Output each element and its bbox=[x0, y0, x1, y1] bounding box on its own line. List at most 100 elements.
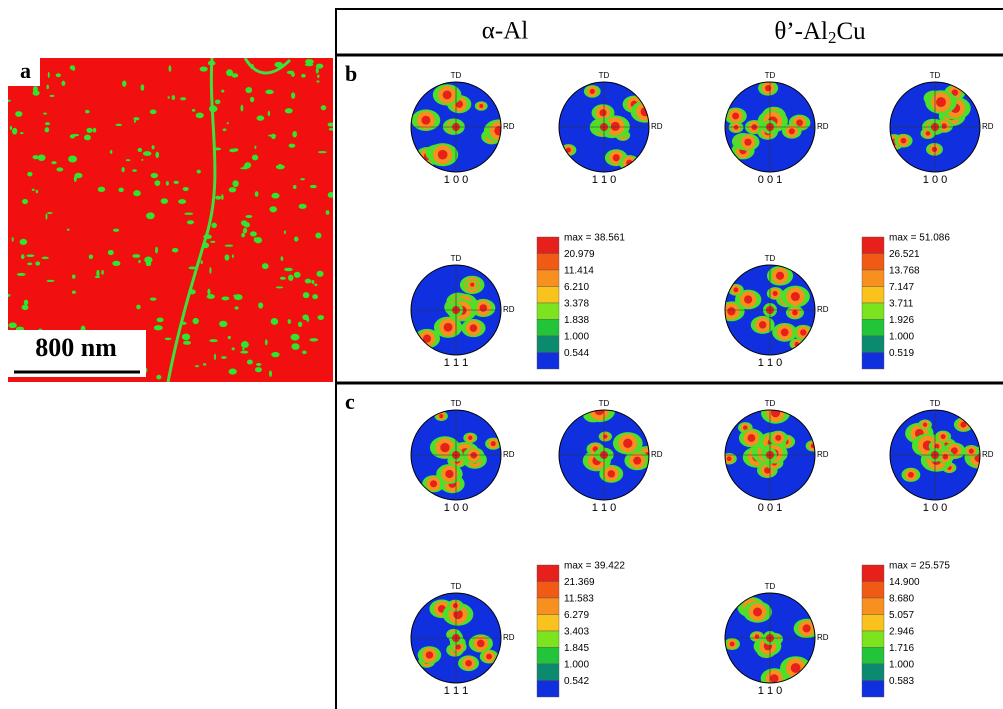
precipitate bbox=[233, 294, 239, 297]
precipitate bbox=[215, 99, 220, 104]
contour bbox=[623, 439, 632, 448]
precipitate bbox=[209, 267, 211, 274]
precipitate bbox=[258, 302, 263, 308]
precipitate bbox=[215, 196, 221, 200]
precipitate bbox=[45, 122, 50, 125]
contour bbox=[470, 283, 474, 287]
legend-level: 2.946 bbox=[889, 627, 914, 638]
contour bbox=[440, 443, 449, 452]
precipitate bbox=[254, 146, 256, 149]
legend-level: 20.979 bbox=[564, 249, 595, 260]
precipitate bbox=[288, 275, 293, 281]
pole-top-label: TD bbox=[765, 582, 776, 591]
precipitate bbox=[316, 80, 319, 82]
contour bbox=[468, 436, 472, 440]
precipitate bbox=[312, 294, 318, 299]
precipitate bbox=[27, 172, 32, 177]
pole-right-label: RD bbox=[503, 305, 515, 314]
precipitate bbox=[233, 148, 238, 152]
legend-level: 14.900 bbox=[889, 577, 920, 588]
precipitate bbox=[192, 109, 195, 112]
precipitate bbox=[219, 321, 227, 327]
precipitate bbox=[35, 261, 40, 265]
precipitate bbox=[328, 123, 334, 127]
legend-level: 1.000 bbox=[564, 332, 589, 343]
precipitate bbox=[291, 343, 299, 350]
precipitate bbox=[241, 233, 245, 238]
legend-swatch bbox=[537, 254, 559, 271]
contour bbox=[800, 329, 806, 335]
legend-swatch bbox=[862, 320, 884, 337]
legend-level: 3.403 bbox=[564, 627, 589, 638]
pole-figure bbox=[559, 398, 661, 500]
precipitate bbox=[225, 244, 234, 246]
precipitate bbox=[122, 80, 126, 86]
pole-top-label: TD bbox=[930, 71, 941, 80]
contour bbox=[421, 116, 430, 125]
precipitate bbox=[51, 161, 56, 164]
precipitate bbox=[284, 230, 286, 234]
legend-level: 1.838 bbox=[564, 315, 589, 326]
precipitate bbox=[221, 90, 224, 93]
precipitate bbox=[67, 229, 70, 231]
contour bbox=[759, 321, 766, 328]
pole-right-label: RD bbox=[651, 122, 663, 131]
contour bbox=[792, 310, 798, 316]
precipitate bbox=[20, 132, 23, 134]
precipitate bbox=[221, 356, 227, 359]
precipitate bbox=[265, 339, 268, 345]
contour bbox=[941, 434, 946, 439]
legend-swatch bbox=[537, 353, 559, 370]
precipitate bbox=[314, 283, 317, 286]
precipitate bbox=[169, 65, 172, 72]
legend-swatch bbox=[537, 582, 559, 599]
precipitate bbox=[72, 291, 76, 294]
precipitate bbox=[243, 228, 247, 234]
pole-right-label: RD bbox=[982, 450, 994, 459]
legend-swatch bbox=[862, 565, 884, 582]
header-text: Cu bbox=[836, 18, 866, 45]
column-header: θ’-Al2Cu bbox=[774, 18, 866, 47]
contour bbox=[748, 434, 756, 442]
pole-top-label: TD bbox=[599, 71, 610, 80]
precipitate bbox=[56, 167, 63, 171]
contour bbox=[932, 147, 937, 152]
precipitate bbox=[161, 198, 168, 204]
precipitate bbox=[132, 254, 140, 258]
contour bbox=[445, 470, 453, 478]
precipitate bbox=[211, 223, 217, 228]
precipitate bbox=[144, 256, 152, 263]
precipitate bbox=[271, 193, 279, 199]
precipitate bbox=[250, 231, 257, 236]
contour bbox=[479, 104, 483, 108]
panel-label: c bbox=[345, 389, 355, 414]
precipitate bbox=[252, 155, 258, 161]
precipitate bbox=[136, 305, 141, 310]
contour bbox=[791, 663, 801, 673]
contour bbox=[734, 287, 739, 292]
precipitate bbox=[225, 254, 230, 260]
precipitate bbox=[244, 162, 251, 168]
precipitate bbox=[165, 338, 172, 341]
precipitate bbox=[223, 128, 227, 131]
contour bbox=[796, 119, 803, 126]
precipitate bbox=[315, 233, 321, 239]
precipitate bbox=[255, 367, 262, 372]
contour bbox=[491, 441, 496, 446]
pole-label: 1 0 0 bbox=[923, 502, 947, 514]
precipitate bbox=[226, 69, 233, 76]
precipitate bbox=[240, 105, 243, 112]
legend-swatch bbox=[537, 664, 559, 681]
legend-swatch bbox=[537, 598, 559, 615]
precipitate bbox=[276, 286, 284, 288]
legend-level: 1.000 bbox=[564, 660, 589, 671]
precipitate bbox=[108, 250, 114, 255]
precipitate bbox=[32, 189, 35, 191]
pole-top-label: TD bbox=[451, 399, 462, 408]
precipitate bbox=[93, 128, 96, 133]
contour bbox=[438, 150, 448, 160]
precipitate bbox=[291, 334, 300, 341]
precipitate bbox=[47, 85, 49, 90]
precipitate bbox=[326, 210, 330, 215]
precipitate bbox=[61, 81, 65, 86]
